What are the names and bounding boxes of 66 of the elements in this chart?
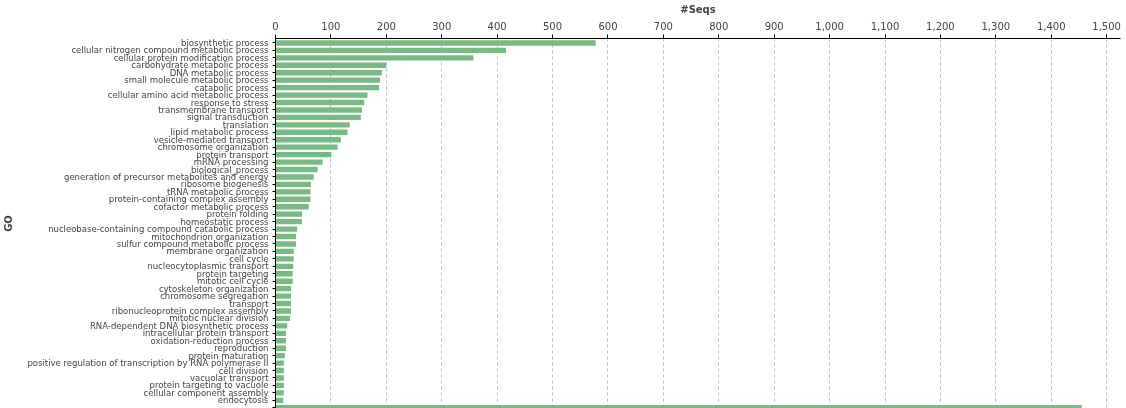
bar bbox=[275, 248, 294, 255]
x-tick-label: 1,000 bbox=[815, 20, 844, 32]
y-tick-label: nucleocytoplasmic transport bbox=[147, 261, 270, 272]
bar bbox=[275, 360, 284, 366]
x-tick-label: 1,500 bbox=[1092, 20, 1121, 32]
bar bbox=[275, 293, 292, 299]
bar bbox=[275, 166, 318, 173]
bar bbox=[275, 218, 303, 225]
bar bbox=[275, 92, 368, 98]
x-tick-label: 100 bbox=[321, 20, 341, 32]
bar bbox=[275, 151, 332, 158]
bar bbox=[275, 390, 284, 396]
bar bbox=[275, 174, 314, 180]
x-tick-label: 500 bbox=[543, 20, 563, 32]
bar bbox=[275, 181, 311, 188]
bar bbox=[275, 84, 380, 91]
x-tick-label: 1,300 bbox=[981, 20, 1011, 32]
bar bbox=[275, 107, 362, 113]
y-tick-label: chromosome segregation bbox=[160, 291, 269, 302]
bar bbox=[275, 233, 296, 240]
y-axis-title: GO bbox=[3, 215, 15, 232]
bar bbox=[275, 99, 365, 106]
x-tick-label: 600 bbox=[598, 20, 618, 32]
bar bbox=[275, 204, 309, 210]
x-tick-label: 300 bbox=[432, 20, 452, 32]
bar bbox=[275, 285, 292, 292]
bar bbox=[275, 62, 387, 68]
bar bbox=[275, 189, 311, 195]
bar bbox=[275, 40, 596, 46]
bar bbox=[275, 144, 338, 150]
bar bbox=[275, 323, 288, 329]
y-tick-label: translation bbox=[222, 119, 269, 130]
bar bbox=[275, 55, 474, 61]
bar bbox=[275, 137, 341, 143]
x-tick-label: 700 bbox=[653, 20, 673, 32]
bar bbox=[275, 114, 361, 121]
bar bbox=[275, 256, 294, 262]
y-tick-label: reproduction bbox=[214, 343, 269, 354]
bar bbox=[275, 70, 382, 76]
bar bbox=[275, 122, 350, 128]
bar bbox=[275, 129, 348, 135]
bar bbox=[275, 375, 284, 381]
bar bbox=[275, 196, 311, 202]
bar bbox=[275, 77, 381, 83]
bar bbox=[275, 278, 293, 284]
x-axis-title: #Seqs bbox=[680, 3, 716, 15]
bar bbox=[275, 352, 285, 359]
y-tick-label: mitotic nuclear division bbox=[169, 313, 269, 324]
bar bbox=[275, 159, 323, 165]
x-tick-label: 200 bbox=[376, 20, 396, 32]
x-tick-label: 1,200 bbox=[926, 20, 955, 32]
bar bbox=[275, 241, 296, 247]
y-tick-label: endocytosis bbox=[217, 395, 270, 406]
x-tick-label: 1,100 bbox=[870, 20, 900, 32]
x-tick-label: 1,400 bbox=[1036, 20, 1066, 32]
bar bbox=[275, 271, 293, 277]
bar bbox=[275, 308, 292, 314]
x-tick-label: 400 bbox=[487, 20, 507, 32]
x-tick-label: 800 bbox=[709, 20, 729, 32]
bar bbox=[275, 226, 298, 232]
x-tick-label: 900 bbox=[764, 20, 784, 32]
bar bbox=[275, 47, 506, 54]
bar bbox=[275, 315, 290, 322]
bar bbox=[275, 211, 303, 217]
x-tick-label: 0 bbox=[272, 20, 279, 32]
bar bbox=[275, 300, 292, 307]
